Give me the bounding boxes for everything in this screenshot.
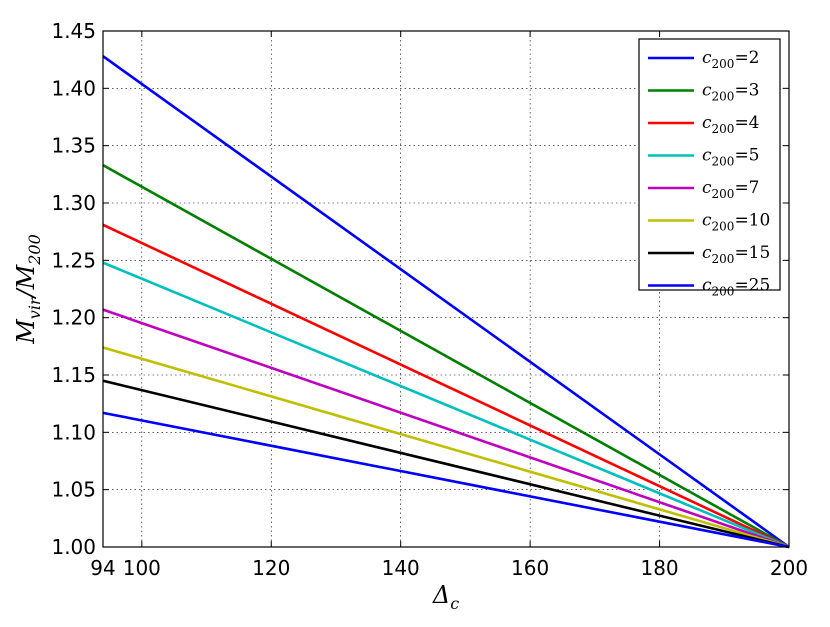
series-line-c200-7 bbox=[102, 308, 790, 549]
series-line-c200-3 bbox=[102, 164, 790, 549]
x-tick-label: 200 bbox=[770, 556, 808, 580]
legend-label: c200=3 bbox=[702, 81, 760, 104]
x-tick-label: 160 bbox=[511, 556, 549, 580]
legend-box bbox=[638, 38, 781, 291]
series-line-c200-25 bbox=[102, 411, 790, 549]
legend-label: c200=25 bbox=[702, 276, 770, 299]
series-line-c200-10 bbox=[102, 346, 790, 549]
x-axis-label: Δc bbox=[432, 581, 459, 613]
ticks: 94 100 120 140 160 180 200 1.00 1.05 1.10 1.15 1.20… bbox=[51, 19, 808, 580]
legend-label: c200=15 bbox=[702, 243, 770, 266]
y-tick-label: 1.30 bbox=[51, 191, 96, 215]
y-tick-label: 1.25 bbox=[51, 248, 96, 272]
y-tick-label: 1.40 bbox=[51, 76, 96, 100]
y-tick-label: 1.20 bbox=[51, 306, 96, 330]
x-tick-label: 120 bbox=[252, 556, 290, 580]
y-tick-label: 1.00 bbox=[51, 535, 96, 559]
x-tick-label: 100 bbox=[123, 556, 161, 580]
series-line-c200-15 bbox=[102, 379, 790, 549]
y-tick-label: 1.35 bbox=[51, 134, 96, 158]
y-tick-label: 1.45 bbox=[51, 19, 96, 43]
series-line-c200-5 bbox=[102, 261, 790, 549]
legend-label: c200=4 bbox=[702, 113, 760, 136]
y-tick-label: 1.10 bbox=[51, 420, 96, 444]
y-tick-label: 1.05 bbox=[51, 478, 96, 502]
series-lines bbox=[102, 55, 790, 549]
legend-label: c200=10 bbox=[702, 211, 770, 234]
y-tick-label: 1.15 bbox=[51, 363, 96, 387]
legend: c200=2 c200=3 c200=4 c200=5 c200=7 c200=10 c20… bbox=[638, 38, 781, 299]
series-line-c200-2 bbox=[102, 55, 790, 549]
legend-label: c200=5 bbox=[702, 146, 760, 169]
x-tick-label: 180 bbox=[640, 556, 678, 580]
y-axis-label: Mvir/M200 bbox=[12, 234, 44, 345]
series-line-c200-4 bbox=[102, 223, 790, 549]
plot-frame bbox=[102, 30, 790, 548]
legend-label: c200=2 bbox=[702, 48, 760, 71]
legend-label: c200=7 bbox=[702, 178, 760, 201]
x-tick-label: 140 bbox=[382, 556, 420, 580]
x-tick-label: 94 bbox=[90, 556, 115, 580]
